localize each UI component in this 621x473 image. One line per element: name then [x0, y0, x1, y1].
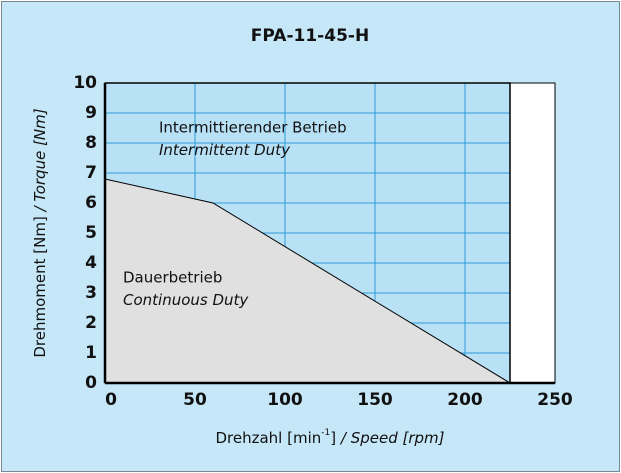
line	[104, 178, 511, 384]
y-tick-label: 1	[85, 343, 97, 363]
y-tick-label: 2	[85, 313, 97, 333]
y-tick-label: 0	[85, 373, 97, 393]
y-tick-label: 7	[85, 163, 97, 183]
line	[105, 82, 511, 383]
y-tick-label: 9	[85, 103, 97, 123]
x-axis-label-part: Drehzahl [min	[215, 429, 321, 447]
x-tick-label: 100	[267, 390, 303, 410]
y-axis-label: Drehmoment [Nm] / Torque [Nm]	[31, 108, 49, 357]
x-tick-label: 50	[183, 390, 207, 410]
x-tick-label: 200	[447, 390, 483, 410]
x-axis-label-part: ]	[330, 429, 336, 447]
area	[105, 179, 510, 383]
y-tick-label: 3	[85, 283, 97, 303]
x-tick-label: 0	[105, 390, 117, 410]
x-axis-label: Drehzahl [min-1] / Speed [rpm]	[215, 428, 444, 447]
annotation: Dauerbetrieb	[123, 269, 222, 287]
x-tick-label: 250	[537, 390, 573, 410]
y-axis-label-part: Drehmoment [Nm]	[31, 216, 49, 357]
y-tick-label: 10	[73, 73, 97, 93]
annotation: Continuous Duty	[123, 291, 249, 309]
y-axis-label-part: / Torque [Nm]	[31, 108, 49, 216]
y-tick-label: 8	[85, 133, 97, 153]
x-axis-label-part: / Speed [rpm]	[336, 429, 445, 447]
y-tick-label: 6	[85, 193, 97, 213]
y-tick-label: 5	[85, 223, 97, 243]
annotation: Intermittent Duty	[159, 141, 291, 159]
x-axis-label-part: -1	[321, 428, 330, 438]
y-tick-label: 4	[85, 253, 97, 273]
chart-title: FPA-11-45-H	[251, 26, 369, 46]
x-tick-label: 150	[357, 390, 393, 410]
annotation: Intermittierender Betrieb	[159, 119, 347, 137]
